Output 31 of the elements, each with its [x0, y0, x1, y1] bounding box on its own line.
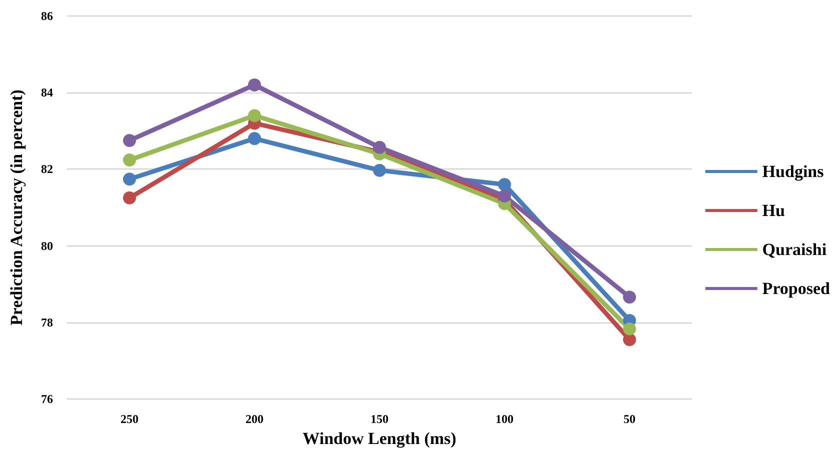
x-tick-label: 50	[624, 412, 636, 426]
point	[498, 178, 511, 192]
x-tick-label: 200	[246, 412, 264, 426]
point	[123, 191, 136, 204]
point	[623, 333, 636, 346]
y-tick-label: 76	[41, 392, 53, 406]
x-axis-title: Window Length (ms)	[302, 428, 456, 448]
x-tick-label: 250	[120, 412, 138, 426]
point	[498, 190, 511, 203]
y-tick-label: 86	[41, 9, 53, 23]
y-tick-label: 84	[41, 86, 53, 100]
legend-label: Hu	[762, 201, 785, 220]
x-tick-label: 150	[370, 412, 388, 426]
point	[248, 78, 261, 92]
point	[623, 290, 636, 304]
legend-label: Hudgins	[762, 162, 824, 181]
y-tick-label: 80	[41, 238, 53, 253]
point	[373, 140, 386, 154]
x-tick-label: 100	[496, 412, 514, 426]
point	[248, 109, 261, 122]
point	[373, 164, 386, 177]
point	[123, 154, 136, 167]
y-tick-label: 78	[41, 315, 53, 330]
point	[123, 134, 136, 147]
point	[123, 172, 136, 186]
y-tick-label: 82	[41, 162, 53, 176]
legend-label: Quraishi	[762, 240, 827, 259]
legend-label: Proposed	[762, 279, 831, 298]
point	[623, 322, 636, 336]
y-axis-title: Prediction Accuracy (in percent)	[7, 90, 26, 326]
point	[248, 132, 261, 146]
